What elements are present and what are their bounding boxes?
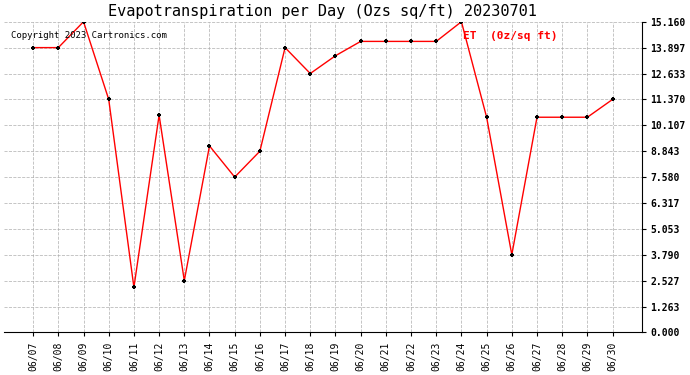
Point	[305, 70, 316, 76]
Point	[456, 19, 467, 25]
Point	[179, 278, 190, 284]
Point	[28, 45, 39, 51]
Point	[255, 148, 266, 154]
Point	[557, 114, 568, 120]
Point	[229, 174, 240, 180]
Text: Copyright 2023 Cartronics.com: Copyright 2023 Cartronics.com	[10, 31, 166, 40]
Point	[204, 143, 215, 149]
Point	[607, 96, 618, 102]
Title: Evapotranspiration per Day (Ozs sq/ft) 20230701: Evapotranspiration per Day (Ozs sq/ft) 2…	[108, 4, 538, 19]
Point	[154, 112, 165, 118]
Point	[506, 252, 518, 258]
Point	[355, 38, 366, 44]
Point	[279, 45, 290, 51]
Point	[431, 38, 442, 44]
Point	[330, 53, 341, 59]
Point	[406, 38, 417, 44]
Point	[380, 38, 391, 44]
Point	[53, 45, 64, 51]
Point	[531, 114, 542, 120]
Text: ET  (0z/sq ft): ET (0z/sq ft)	[463, 31, 558, 41]
Point	[481, 114, 492, 120]
Point	[582, 114, 593, 120]
Point	[78, 19, 89, 25]
Point	[104, 96, 115, 102]
Point	[128, 284, 139, 290]
